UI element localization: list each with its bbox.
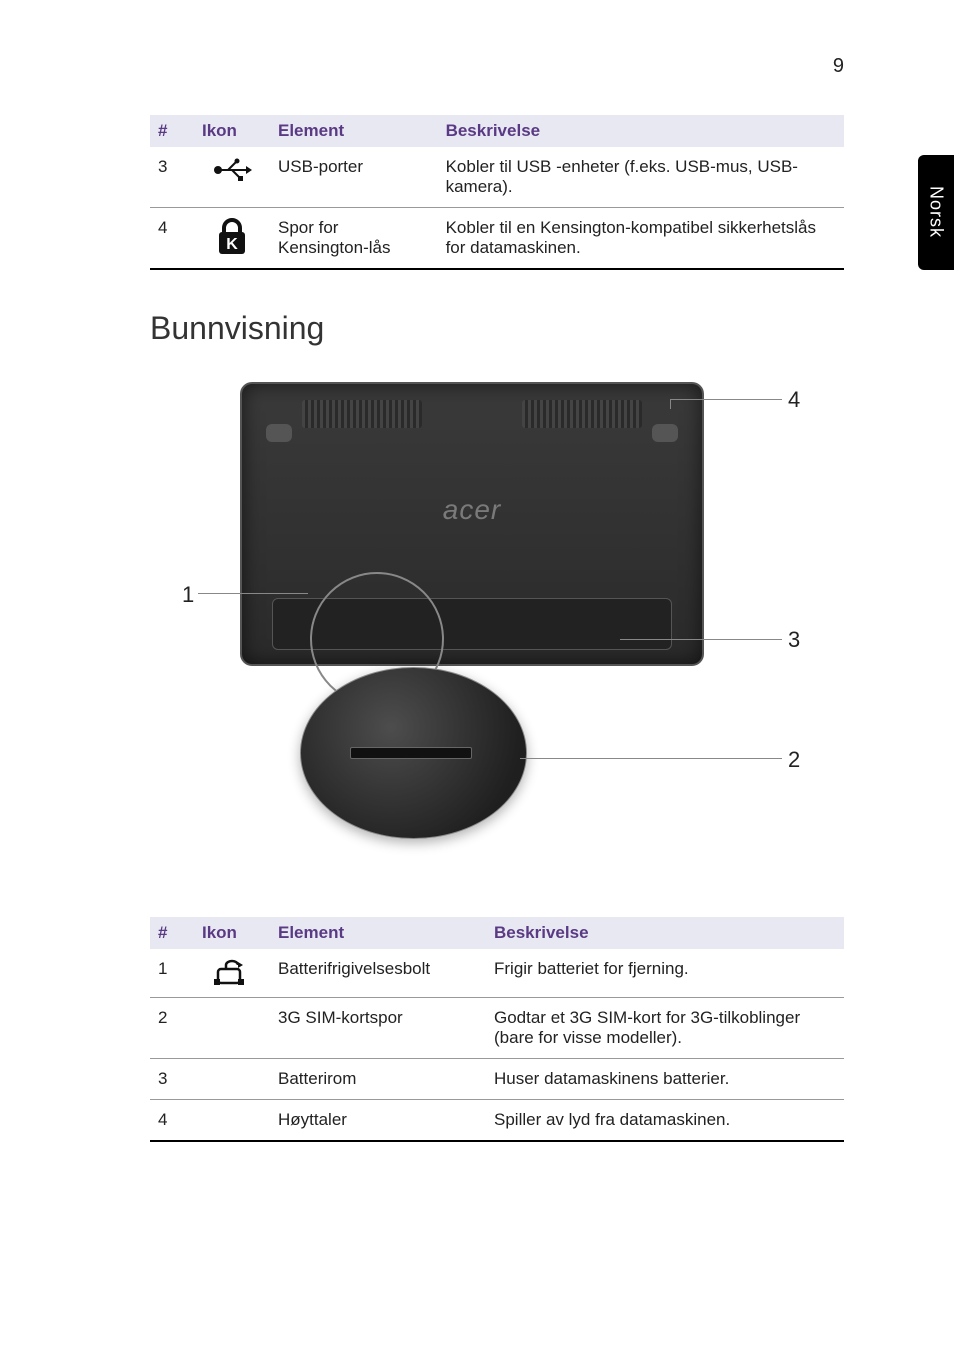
cell-element: Spor for Kensington-lås (270, 208, 438, 270)
cell-element: Høyttaler (270, 1100, 486, 1142)
device-illustration (240, 382, 704, 666)
cell-num: 4 (150, 208, 194, 270)
callout-number: 4 (788, 387, 800, 413)
leader-line-icon (670, 399, 671, 409)
cell-desc: Spiller av lyd fra datamaskinen. (486, 1100, 844, 1142)
callout-number: 1 (182, 582, 194, 608)
cell-icon (194, 949, 270, 998)
th-icon: Ikon (194, 115, 270, 147)
cell-icon (194, 1059, 270, 1100)
cell-icon (194, 998, 270, 1059)
cell-element: Batterirom (270, 1059, 486, 1100)
cell-num: 3 (150, 147, 194, 208)
leader-line-icon (520, 758, 782, 759)
table-row: 2 3G SIM-kortspor Godtar et 3G SIM-kort … (150, 998, 844, 1059)
leader-line-icon (198, 593, 308, 594)
th-desc: Beskrivelse (438, 115, 844, 147)
leader-line-icon (620, 639, 782, 640)
vent-icon (302, 400, 422, 428)
cell-desc: Frigir batteriet for fjerning. (486, 949, 844, 998)
cell-num: 2 (150, 998, 194, 1059)
svg-text:K: K (226, 236, 238, 253)
th-desc: Beskrivelse (486, 917, 844, 949)
language-tab: Norsk (918, 155, 954, 270)
language-tab-label: Norsk (926, 186, 947, 238)
table-header-row: # Ikon Element Beskrivelse (150, 115, 844, 147)
th-num: # (150, 917, 194, 949)
table-row: 4 K Spor for Kensington-lås Kobler til e… (150, 208, 844, 270)
battery-release-icon (212, 959, 252, 987)
callout-number: 3 (788, 627, 800, 653)
ports-table: # Ikon Element Beskrivelse 3 (150, 115, 844, 270)
vent-icon (522, 400, 642, 428)
bottom-view-figure: 1 2 3 4 (150, 367, 844, 857)
cell-num: 4 (150, 1100, 194, 1142)
cell-num: 1 (150, 949, 194, 998)
rubber-foot-icon (652, 424, 678, 442)
th-element: Element (270, 917, 486, 949)
table-row: 4 Høyttaler Spiller av lyd fra datamaski… (150, 1100, 844, 1142)
cell-element: Batterifrigivelsesbolt (270, 949, 486, 998)
cell-num: 3 (150, 1059, 194, 1100)
table-row: 3 USB-porter Kobler til USB -enheter (f.… (150, 147, 844, 208)
table-row: 3 Batterirom Huser datamaskinens batteri… (150, 1059, 844, 1100)
usb-icon (212, 157, 252, 183)
cell-element: USB-porter (270, 147, 438, 208)
cell-icon (194, 1100, 270, 1142)
cell-desc: Godtar et 3G SIM-kort for 3G-tilkoblinge… (486, 998, 844, 1059)
rubber-foot-icon (266, 424, 292, 442)
cell-element: 3G SIM-kortspor (270, 998, 486, 1059)
table-header-row: # Ikon Element Beskrivelse (150, 917, 844, 949)
section-heading: Bunnvisning (150, 310, 844, 347)
sim-slot-icon (350, 747, 472, 759)
th-num: # (150, 115, 194, 147)
cell-icon (194, 147, 270, 208)
lock-icon: K (215, 218, 249, 256)
page: 9 Norsk # Ikon Element Beskrivelse 3 (0, 0, 954, 1369)
th-element: Element (270, 115, 438, 147)
bottom-components-table: # Ikon Element Beskrivelse 1 Ba (150, 917, 844, 1142)
cell-desc: Kobler til USB -enheter (f.eks. USB-mus,… (438, 147, 844, 208)
cell-desc: Huser datamaskinens batterier. (486, 1059, 844, 1100)
cell-icon: K (194, 208, 270, 270)
page-number: 9 (833, 55, 844, 78)
th-icon: Ikon (194, 917, 270, 949)
table-row: 1 Batterifrigivelsesbolt Frigir batterie… (150, 949, 844, 998)
leader-line-icon (670, 399, 782, 400)
cell-desc: Kobler til en Kensington-kompatibel sikk… (438, 208, 844, 270)
callout-number: 2 (788, 747, 800, 773)
